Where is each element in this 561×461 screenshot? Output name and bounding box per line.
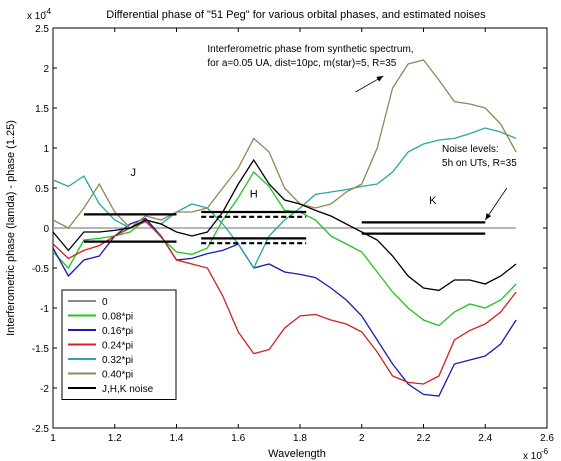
series-line-2: [52, 217, 517, 397]
legend-entry: J,H,K noise: [102, 384, 154, 395]
annotation-arrow-head-0: [376, 76, 384, 82]
y-multiplier-exponent: -4: [44, 7, 52, 16]
x-tick-label: 1: [50, 433, 56, 444]
legend-entry: 0: [102, 297, 108, 308]
annotation-1-line-0: Noise levels:: [442, 144, 499, 155]
x-tick-label: 1.4: [170, 433, 184, 444]
legend-entry: 0.24*pi: [102, 341, 133, 352]
y-tick-label: -1.5: [32, 344, 50, 355]
y-tick-label: 2: [43, 64, 49, 75]
y-tick-label: -2: [40, 384, 49, 395]
chart-title: Differential phase of "51 Peg" for vario…: [106, 9, 486, 21]
y-axis-label: Interferometric phase (lamda) - phase (1…: [5, 120, 17, 336]
y-axis-multiplier: x 10 -4: [27, 7, 52, 22]
x-tick-label: 1.8: [293, 433, 307, 444]
x-tick-label: 1.2: [108, 433, 122, 444]
x-tick-label: 2: [359, 433, 365, 444]
y-tick-label: 2.5: [35, 24, 49, 35]
plot-area: 1 1.2 1.4 1.6 1.8 2 2.2 2.4 2.6 -2.5 -2 -1.5 -1 -0.5 0…: [32, 24, 555, 444]
x-multiplier-exponent: -6: [541, 447, 549, 456]
band-label-H: H: [250, 189, 258, 201]
y-tick-label: 0.5: [35, 184, 49, 195]
legend-entry: 0.32*pi: [102, 355, 133, 366]
y-multiplier-base: x 10: [27, 11, 46, 22]
y-tick-label: -0.5: [32, 264, 50, 275]
band-label-K: K: [429, 195, 437, 207]
x-tick-label: 1.6: [231, 433, 245, 444]
y-tick-label: 1: [43, 144, 49, 155]
annotation-0-line-1: for a=0.05 UA, dist=10pc, m(star)=5, R=3…: [207, 58, 396, 69]
y-tick-label: -1: [40, 304, 49, 315]
legend-entry: 0.16*pi: [102, 326, 133, 337]
annotation-arrow-head-1: [485, 213, 492, 220]
annotation-1-line-1: 5h on UTs, R=35: [442, 158, 517, 169]
x-tick-label: 2.6: [540, 433, 554, 444]
x-axis-multiplier: x 10 -6: [523, 447, 549, 461]
legend: 0 0.08*pi 0.16*pi 0.24*pi 0.32*pi 0.40*pi J,H,…: [61, 289, 177, 400]
series-line-1: [52, 170, 517, 327]
y-tick-label: 1.5: [35, 104, 49, 115]
annotation-0-line-0: Interferometric phase from synthetic spe…: [207, 44, 413, 55]
x-tick-label: 2.4: [478, 433, 492, 444]
series-line-6: [52, 158, 517, 292]
y-tick-label: -2.5: [32, 424, 50, 435]
x-axis-label: Wavelength: [268, 448, 326, 460]
legend-entry: 0.40*pi: [102, 370, 133, 381]
x-multiplier-base: x 10: [523, 451, 542, 461]
legend-entry: 0.08*pi: [102, 312, 133, 323]
band-label-J: J: [131, 167, 137, 179]
y-tick-label: 0: [43, 224, 49, 235]
x-tick-label: 2.2: [417, 433, 431, 444]
